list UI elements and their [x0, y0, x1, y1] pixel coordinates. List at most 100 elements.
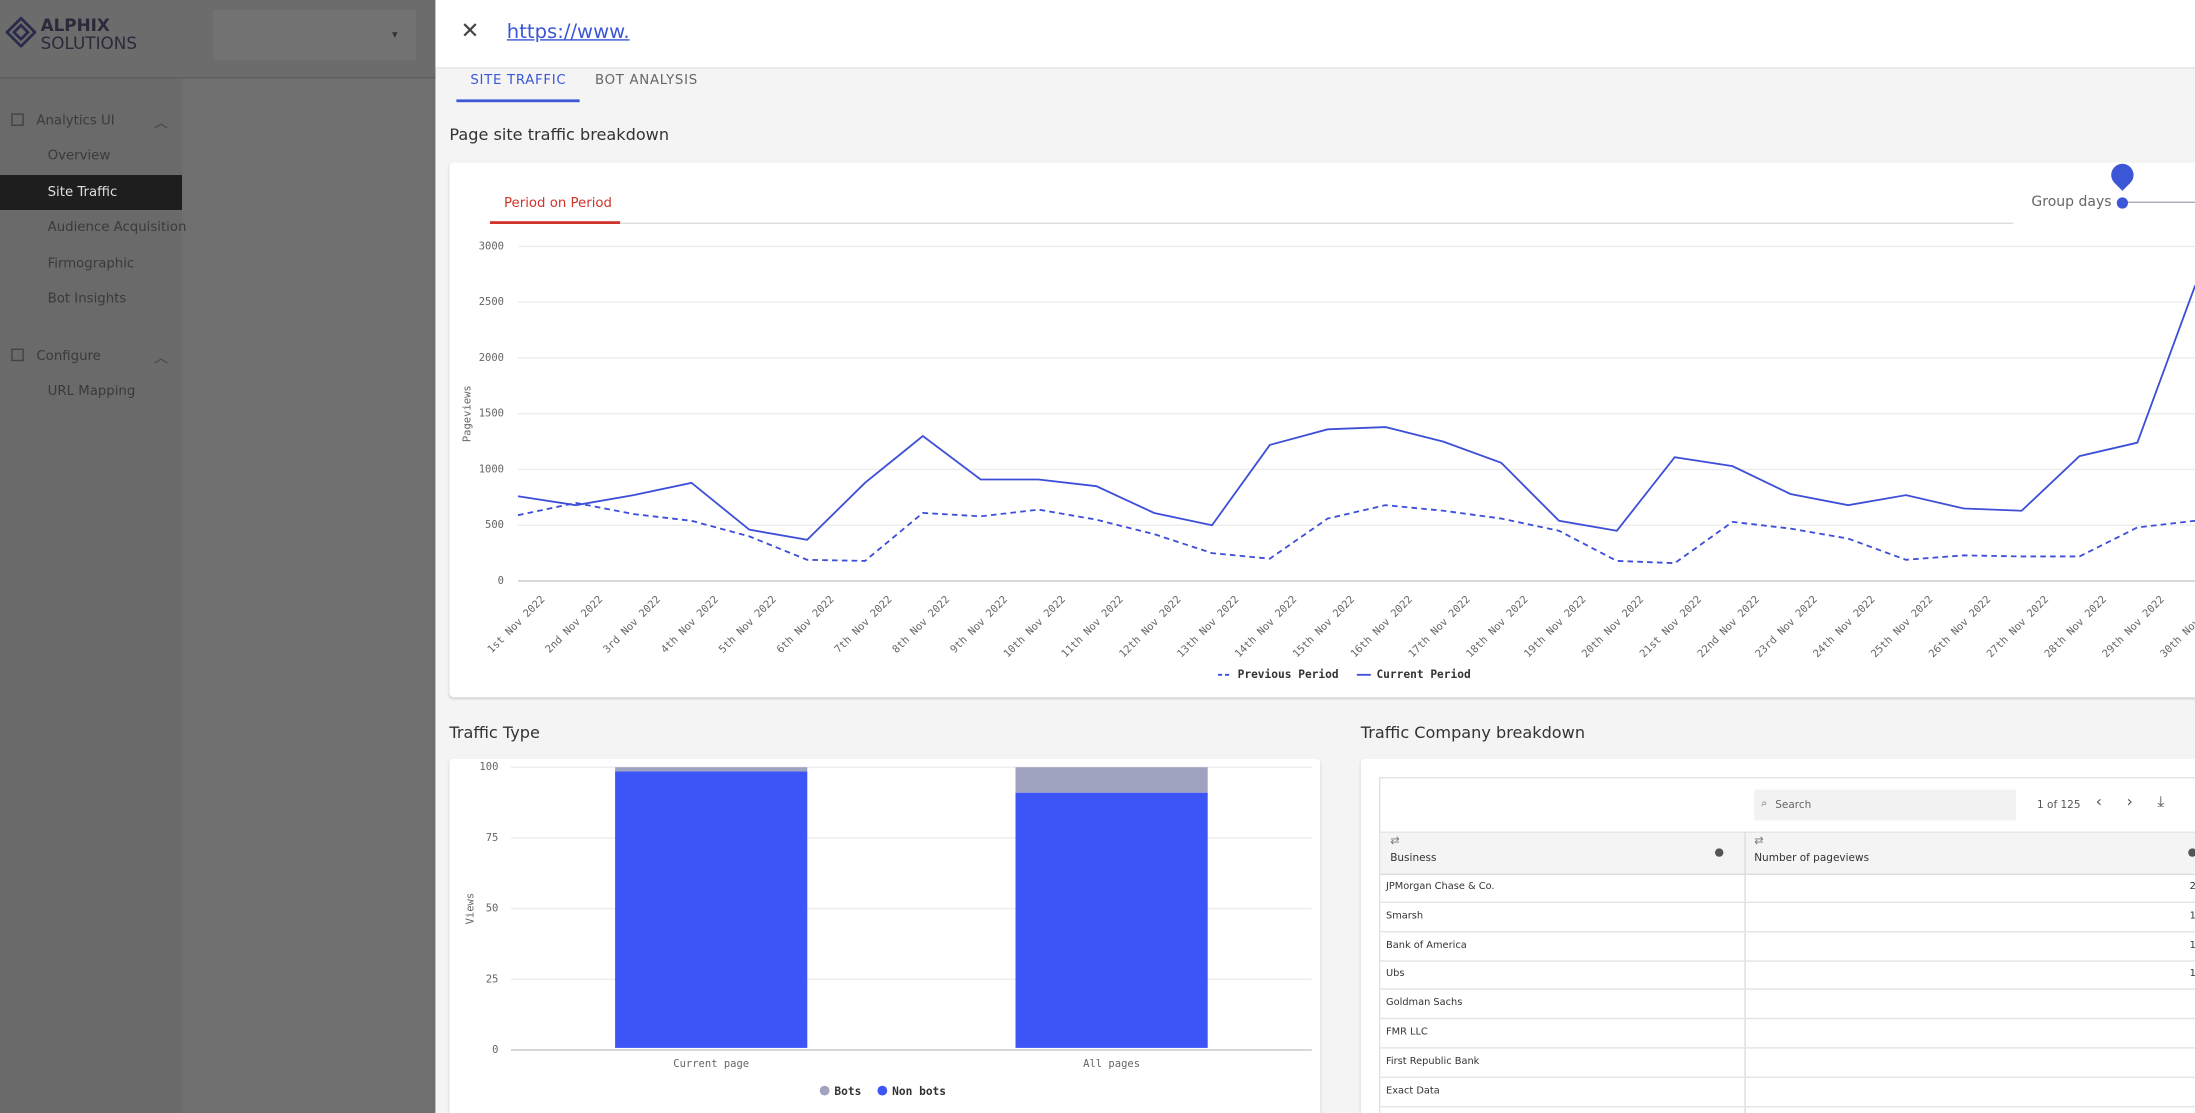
- header-row: [1380, 831, 2195, 875]
- menu-item[interactable]: Overview: [47, 148, 111, 164]
- traffic-type-title: Traffic Type: [449, 722, 540, 742]
- logo-line2: SOLUTIONS: [40, 33, 137, 54]
- x-tick-label: 7th Nov 2022: [832, 594, 894, 656]
- series-line: [517, 501, 2195, 565]
- x-tick-label: 13th Nov 2022: [1175, 594, 1242, 661]
- row-border: [1380, 988, 2195, 991]
- x-tick-label: 16th Nov 2022: [1348, 594, 1415, 661]
- row-border: [1380, 901, 2195, 903]
- menu-item[interactable]: Bot Insights: [47, 291, 127, 308]
- menu-item[interactable]: Audience Acquisition: [47, 220, 187, 236]
- url-link[interactable]: https://www.: [506, 21, 630, 44]
- y-tick-label: 3000: [479, 240, 504, 252]
- x-tick-label: 26th Nov 2022: [1927, 594, 1994, 661]
- row-border: [1380, 1047, 2195, 1049]
- y-tick-label: 2500: [479, 296, 504, 308]
- sort-icon[interactable]: ⇄: [1390, 834, 1400, 847]
- x-tick-label: 1st Nov 2022: [485, 594, 547, 656]
- menu-group[interactable]: Analytics UI: [36, 113, 115, 129]
- subtab-underline: [490, 221, 621, 224]
- y-tick-label: 50: [486, 903, 499, 915]
- y-tick-label: 1000: [479, 463, 504, 475]
- chevron[interactable]: ︿: [154, 116, 168, 132]
- legend-label: Bots: [834, 1085, 861, 1098]
- y-tick-label: 25: [486, 973, 499, 985]
- bar-segment: [1015, 792, 1208, 1048]
- x-tick-label: 18th Nov 2022: [1464, 594, 1531, 661]
- y-tick-label: 500: [485, 519, 504, 531]
- x-tick-label: 29th Nov 2022: [2100, 594, 2167, 661]
- x-tick-label: 27th Nov 2022: [1985, 594, 2052, 661]
- bar-segment: [615, 771, 808, 1048]
- x-tick-label: 3rd Nov 2022: [601, 594, 663, 656]
- cell: FMR LLC: [1386, 1026, 1428, 1038]
- y-tick-label: 0: [492, 1044, 498, 1056]
- x-tick-label: 8th Nov 2022: [890, 594, 952, 656]
- line-card: [449, 162, 2195, 698]
- row-border: [1380, 1076, 2195, 1078]
- tab-active[interactable]: SITE TRAFFIC: [470, 72, 567, 89]
- row-border: [1380, 930, 2195, 933]
- menu-item[interactable]: Site Traffic: [47, 184, 118, 200]
- slider-track: [2122, 201, 2195, 203]
- x-tick-label: 25th Nov 2022: [1869, 594, 1936, 661]
- cell: JPMorgan Chase & Co.: [1386, 880, 1495, 892]
- bar-segment: [615, 767, 808, 772]
- menu-item[interactable]: Firmographic: [47, 255, 135, 272]
- x-tick-label: 11th Nov 2022: [1059, 594, 1126, 661]
- subtab-rule: [620, 222, 2014, 224]
- y-axis-label: Pageviews: [462, 385, 474, 442]
- active-item: [0, 174, 182, 210]
- help-icon: [1715, 848, 1724, 857]
- company-title: Traffic Company breakdown: [1360, 722, 1586, 742]
- search-box[interactable]: [1754, 789, 2016, 821]
- group-days-label: Group days: [2031, 194, 2112, 210]
- series-line: [517, 285, 2195, 541]
- logo-line1: ALPHIX: [40, 15, 110, 35]
- pagination: 1 of 125: [2037, 798, 2081, 811]
- tab[interactable]: BOT ANALYSIS: [595, 72, 698, 89]
- menu-item[interactable]: URL Mapping: [47, 383, 136, 399]
- row-border: [1380, 1105, 2195, 1107]
- cell: Exact Data: [1386, 1084, 1440, 1096]
- column-header[interactable]: Business: [1390, 851, 1437, 864]
- subtab[interactable]: Period on Period: [504, 196, 612, 212]
- x-tick-label: 10th Nov 2022: [1001, 594, 1068, 661]
- row-border: [1380, 1018, 2195, 1020]
- close-button[interactable]: ✕: [460, 16, 480, 44]
- x-tick-label: 9th Nov 2022: [948, 594, 1010, 656]
- y-axis-label: Views: [464, 893, 476, 925]
- tab-underline: [456, 99, 580, 103]
- x-tick-label: 23rd Nov 2022: [1753, 594, 1820, 661]
- search-icon: ⌕: [1761, 796, 1768, 810]
- cell: Goldman Sachs: [1386, 997, 1463, 1009]
- legend-label: Current Period: [1376, 668, 1470, 681]
- dropdown-arrow[interactable]: ▾: [392, 28, 398, 41]
- x-tick-label: 5th Nov 2022: [717, 594, 779, 656]
- help-icon: [2188, 848, 2195, 857]
- sort-icon[interactable]: ⇄: [1754, 834, 1764, 847]
- cell: Ubs: [1386, 967, 1405, 980]
- legend-dot: [877, 1085, 888, 1096]
- menu-group[interactable]: Configure: [36, 348, 101, 364]
- pager-button[interactable]: ›: [2126, 792, 2133, 811]
- x-tick-label: 17th Nov 2022: [1406, 594, 1473, 661]
- x-tick-label: 20th Nov 2022: [1580, 594, 1647, 661]
- y-tick-label: 2000: [479, 352, 504, 364]
- column-header[interactable]: Number of pageviews: [1754, 851, 1870, 864]
- legend-dot: [819, 1085, 830, 1096]
- x-tick-label: 4th Nov 2022: [659, 594, 721, 656]
- chevron[interactable]: ︿: [154, 351, 168, 367]
- x-tick-label: 28th Nov 2022: [2042, 594, 2109, 661]
- y-tick-label: 100: [479, 761, 498, 773]
- selector[interactable]: [212, 9, 416, 61]
- slider-thumb[interactable]: [2116, 197, 2128, 209]
- pager-button[interactable]: ‹: [2095, 792, 2102, 811]
- group-icon: [11, 113, 24, 126]
- x-tick-label: All pages: [1083, 1058, 1140, 1070]
- legend-label: Non bots: [892, 1085, 946, 1098]
- sidebar: ALPHIX SOLUTIONS ▾ Analytics UI ︿ Overview…: [0, 0, 436, 1113]
- pager-button[interactable]: ⤓: [2157, 792, 2165, 811]
